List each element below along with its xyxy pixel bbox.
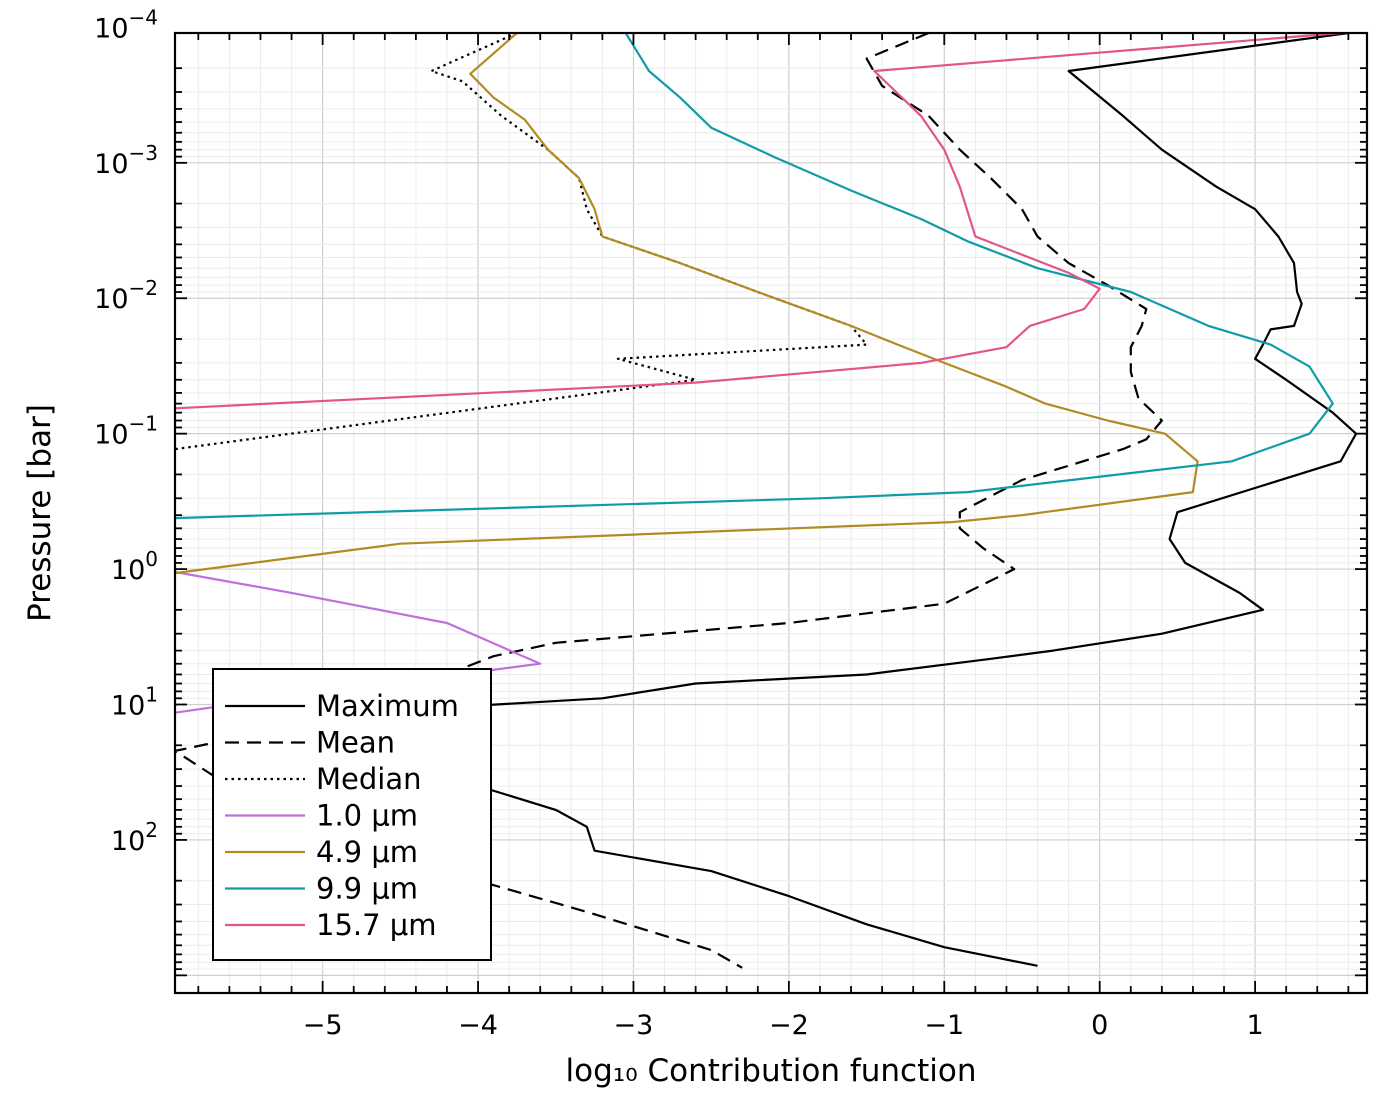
axis-ticks <box>175 33 1367 993</box>
legend-label: Maximum <box>316 689 459 723</box>
x-tick-label: −3 <box>614 1010 654 1041</box>
x-tick-label: 1 <box>1247 1010 1264 1041</box>
series-line <box>175 33 1199 575</box>
y-tick-label: 101 <box>111 683 158 722</box>
y-tick-label: 100 <box>111 547 158 586</box>
y-tick-labels: 10−4 10−3 10−2 10−1 100 101 102 <box>94 5 158 857</box>
y-tick-label: 10−1 <box>94 412 158 451</box>
legend-label: 1.0 μm <box>316 799 418 833</box>
y-axis-title: Pressure [bar] <box>22 404 58 622</box>
plot-frame <box>173 31 1369 995</box>
x-tick-label: −2 <box>769 1010 809 1041</box>
x-axis-title: log₁₀ Contribution function <box>566 1053 977 1089</box>
x-tick-labels: −5 −4 −3 −2 −1 0 1 <box>303 1010 1264 1041</box>
y-tick-label: 10−2 <box>94 276 158 315</box>
grid-lines <box>175 33 1367 993</box>
y-tick-label: 10−4 <box>94 5 158 44</box>
legend-label: 15.7 μm <box>316 908 437 942</box>
series-group <box>175 33 1358 969</box>
x-tick-label: 0 <box>1091 1010 1108 1041</box>
series-line <box>383 33 1358 967</box>
y-tick-label: 10−3 <box>94 141 158 180</box>
y-tick-label: 102 <box>111 818 158 857</box>
series-line <box>175 33 868 451</box>
x-tick-label: −5 <box>303 1010 343 1041</box>
series-line <box>175 33 1341 410</box>
series-line <box>175 33 1334 520</box>
legend-label: Mean <box>316 726 395 760</box>
legend-label: 9.9 μm <box>316 872 418 906</box>
legend-label: 4.9 μm <box>316 835 418 869</box>
x-tick-label: −1 <box>924 1010 964 1041</box>
x-tick-label: −4 <box>458 1010 498 1041</box>
legend-label: Median <box>316 762 421 796</box>
